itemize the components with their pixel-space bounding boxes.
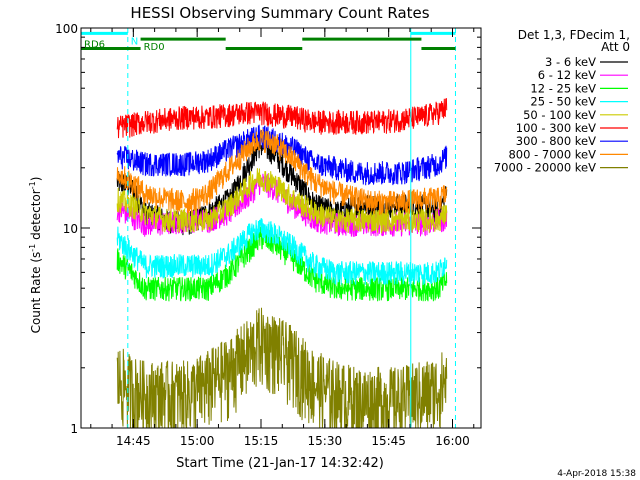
flag-label-n: N [131, 36, 138, 47]
x-tick-label-1445: 14:45 [116, 434, 151, 448]
x-tick-label-1530: 15:30 [308, 434, 343, 448]
legend-label-6: 100 - 300 keV [516, 121, 596, 135]
y-label-main: Count Rate (s [29, 252, 43, 334]
x-tick-label-1515: 15:15 [244, 434, 279, 448]
flag-label-rd0: RD0 [144, 42, 165, 53]
legend-label-4: 25 - 50 keV [530, 95, 596, 109]
series-line-9 [116, 307, 448, 428]
x-axis-label: Start Time (21-Jan-17 14:32:42) [176, 456, 384, 471]
legend-label-2: 6 - 12 keV [538, 68, 596, 82]
y-axis-label: Count Rate (s-1 detector-1) [28, 177, 43, 334]
y-label-mid: detector [29, 189, 43, 244]
series-group [116, 28, 456, 428]
axis-ticks: 1 10 100 14:45 15:00 15:15 15:30 15:45 16:00 [55, 22, 481, 448]
legend-label-1: 3 - 6 keV [545, 55, 596, 69]
y-tick-label-100: 100 [55, 22, 78, 36]
y-label-sup1: -1 [28, 244, 37, 252]
y-tick-label-10: 10 [63, 222, 78, 236]
series-line-3 [116, 226, 448, 302]
series-line-4 [116, 217, 448, 286]
chart-title: HESSI Observing Summary Count Rates [130, 4, 429, 22]
series-line-5 [116, 168, 448, 235]
flag-label-rd6: RD6 [84, 39, 105, 50]
plot-area: N RD0 RD6 [81, 28, 456, 428]
x-tick-label-1600: 16:00 [435, 434, 470, 448]
y-label-end: ) [29, 177, 43, 182]
y-label-sup2: -1 [28, 181, 37, 189]
legend-header-line-1: Det 1,3, FDecim 1, [518, 28, 630, 42]
legend-label-3: 12 - 25 keV [530, 81, 596, 95]
x-tick-label-1545: 15:45 [371, 434, 406, 448]
series-line-6 [116, 98, 448, 139]
y-tick-label-1: 1 [70, 422, 78, 436]
legend-label-5: 50 - 100 keV [523, 108, 596, 122]
legend-header-line-2: Att 0 [601, 40, 630, 54]
timestamp: 4-Apr-2018 15:38 [557, 469, 636, 479]
legend-label-8: 800 - 7000 keV [508, 147, 596, 161]
x-tick-label-1500: 15:00 [180, 434, 215, 448]
legend-label-9: 7000 - 20000 keV [494, 161, 596, 175]
legend-label-7: 300 - 800 keV [516, 134, 596, 148]
series-line-8 [116, 129, 448, 216]
